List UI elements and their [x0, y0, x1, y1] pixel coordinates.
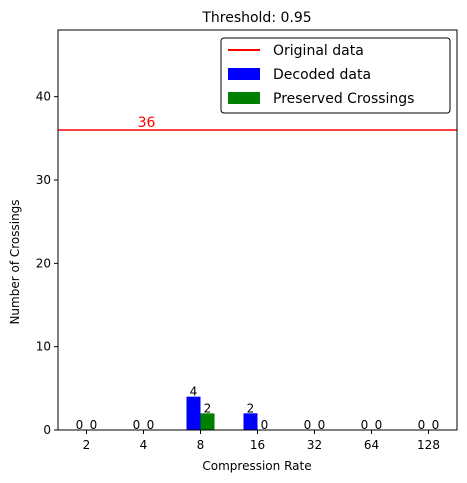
bars — [186, 396, 258, 430]
bar-value-label: 0 — [375, 418, 383, 432]
bar — [200, 413, 215, 430]
legend-label-original: Original data — [273, 43, 364, 59]
x-tick-label: 128 — [417, 438, 440, 452]
legend-swatch — [228, 68, 260, 80]
bar — [186, 396, 201, 430]
bar-value-label: 2 — [204, 401, 212, 415]
reference-line: 36 — [58, 115, 457, 131]
x-tick-label: 2 — [83, 438, 91, 452]
y-tick-label: 30 — [36, 173, 51, 187]
bar-value-label: 0 — [418, 418, 426, 432]
x-tick-label: 16 — [250, 438, 265, 452]
chart-title: Threshold: 0.95 — [201, 10, 311, 26]
y-tick-label: 0 — [43, 423, 51, 437]
x-tick-label: 4 — [140, 438, 148, 452]
bar-value-label: 0 — [361, 418, 369, 432]
bar-value-label: 0 — [76, 418, 84, 432]
bar-value-label: 2 — [247, 401, 255, 415]
y-axis-label: Number of Crossings — [8, 199, 22, 324]
bar-value-label: 0 — [304, 418, 312, 432]
bar-value-label: 4 — [190, 385, 198, 399]
bar — [243, 413, 258, 430]
x-tick-label: 64 — [364, 438, 379, 452]
bar-value-label: 0 — [432, 418, 440, 432]
bar-value-label: 0 — [261, 418, 269, 432]
y-tick-label: 20 — [36, 256, 51, 270]
x-axis-label: Compression Rate — [202, 459, 311, 473]
reference-value-label: 36 — [138, 115, 156, 131]
legend-label: Decoded data — [273, 67, 371, 83]
legend: Original data Decoded data Preserved Cross… — [220, 37, 451, 114]
bar-value-label: 0 — [133, 418, 141, 432]
x-tick-label: 8 — [197, 438, 205, 452]
x-tick-label: 32 — [307, 438, 322, 452]
legend-swatch — [228, 92, 260, 104]
bar-value-label: 0 — [90, 418, 98, 432]
bar-value-label: 0 — [318, 418, 326, 432]
legend-label: Preserved Crossings — [273, 91, 414, 107]
bar-value-label: 0 — [147, 418, 155, 432]
y-tick-label: 10 — [36, 340, 51, 354]
legend-box — [220, 37, 451, 114]
y-tick-label: 40 — [36, 90, 51, 104]
